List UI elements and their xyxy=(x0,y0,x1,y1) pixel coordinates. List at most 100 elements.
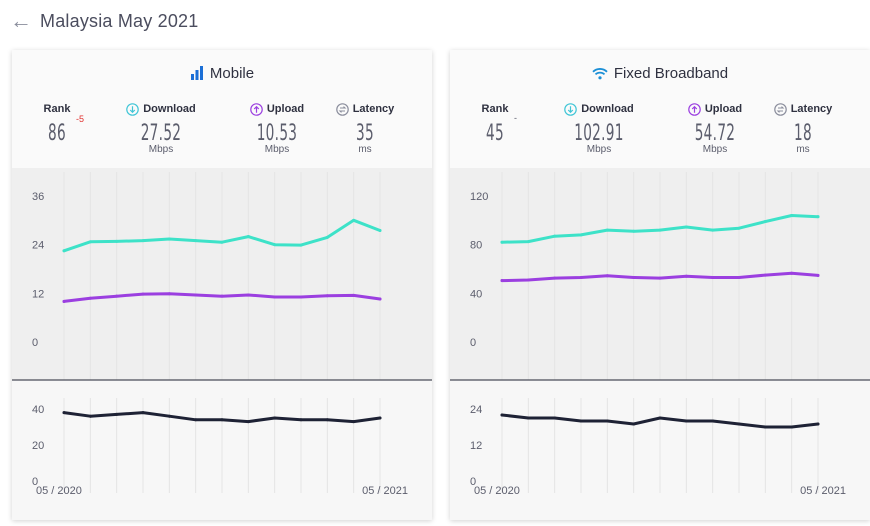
download-data-point xyxy=(115,239,119,243)
latency-data-point xyxy=(62,411,66,415)
download-data-point xyxy=(352,218,356,222)
broadband-metrics: Rank 45 - Download 102.91 Mbps xyxy=(450,102,870,162)
upload-data-point xyxy=(711,276,715,280)
latency-data-point xyxy=(88,414,92,418)
latency-label-text: Latency xyxy=(790,103,833,115)
upload-value: 10.53 xyxy=(256,121,298,146)
latency-data-point xyxy=(167,414,171,418)
mobile-chart-area: 36 24 12 0 40 20 0 05 / 2020 05 / 2021 xyxy=(12,168,432,520)
latency-data-point xyxy=(711,419,715,423)
broadband-download: Download 102.91 Mbps xyxy=(554,102,644,155)
mobile-latency-y-tick-label: 0 xyxy=(32,476,38,488)
mobile-card-title: Mobile xyxy=(12,63,432,83)
download-label: Download xyxy=(116,102,206,116)
x-tick-label-end: 05 / 2021 xyxy=(362,485,408,497)
broadband-rank: Rank 45 xyxy=(450,102,540,146)
mobile-latency: Latency 35 ms xyxy=(320,102,410,155)
upload-data-point xyxy=(816,273,820,277)
latency-data-point xyxy=(325,418,329,422)
upload-data-point xyxy=(352,293,356,297)
mobile-metrics: Rank 86 -5 Download 27.52 Mbps xyxy=(12,102,432,162)
upload-data-point xyxy=(632,276,636,280)
broadband-speed-y-tick-label: 40 xyxy=(470,288,482,300)
upload-data-point xyxy=(62,299,66,303)
upload-data-point xyxy=(115,294,119,298)
download-data-point xyxy=(167,237,171,241)
mobile-speed-y-tick-label: 36 xyxy=(32,191,44,203)
upload-data-point xyxy=(141,292,145,296)
download-data-point xyxy=(553,234,557,238)
latency-value: 35 xyxy=(356,121,374,146)
broadband-latency-y-tick-label: 12 xyxy=(470,440,482,452)
download-unit: Mbps xyxy=(586,144,612,155)
mobile-speed-y-tick-label: 12 xyxy=(32,288,44,300)
download-data-point xyxy=(500,240,504,244)
download-data-point xyxy=(711,228,715,232)
latency-data-point xyxy=(553,416,557,420)
page-header: ← Malaysia May 2021 xyxy=(10,8,198,34)
latency-unit: ms xyxy=(796,144,810,155)
upload-value: 54.72 xyxy=(694,121,736,146)
latency-data-point xyxy=(246,420,250,424)
upload-data-point xyxy=(378,297,382,301)
latency-data-point xyxy=(658,416,662,420)
download-data-point xyxy=(325,235,329,239)
download-data-point xyxy=(378,228,382,232)
upload-label: Upload xyxy=(232,102,322,116)
latency-data-point xyxy=(816,422,820,426)
download-data-point xyxy=(763,220,767,224)
rank-value: 45 xyxy=(486,121,504,146)
download-unit: Mbps xyxy=(148,144,174,155)
rank-value: 86 xyxy=(48,121,66,146)
latency-data-point xyxy=(220,418,224,422)
mobile-latency-y-tick-label: 20 xyxy=(32,440,44,452)
upload-data-point xyxy=(526,278,530,282)
download-value: 102.91 xyxy=(574,121,624,146)
broadband-latency-y-tick-label: 24 xyxy=(470,404,482,416)
download-data-point xyxy=(737,226,741,230)
upload-data-point xyxy=(605,274,609,278)
upload-data-point xyxy=(194,293,198,297)
latency-data-point xyxy=(605,419,609,423)
latency-data-point xyxy=(194,418,198,422)
rank-change-badge: - xyxy=(514,113,517,123)
mobile-speed-y-tick-label: 24 xyxy=(32,240,44,252)
mobile-card-header: Mobile Rank 86 -5 Download 27.52 Mbps xyxy=(12,50,432,168)
mobile-rank: Rank 86 xyxy=(12,102,102,146)
download-data-point xyxy=(194,239,198,243)
upload-data-point xyxy=(763,273,767,277)
upload-label: Upload xyxy=(670,102,760,116)
upload-data-point xyxy=(579,276,583,280)
back-arrow-icon[interactable]: ← xyxy=(10,8,32,33)
upload-arrow-icon xyxy=(250,102,263,116)
latency-label-text: Latency xyxy=(352,103,395,115)
download-label-text: Download xyxy=(581,103,634,115)
mobile-latency-y-tick-label: 40 xyxy=(32,404,44,416)
broadband-latency-y-tick-label: 0 xyxy=(470,476,476,488)
latency-icon xyxy=(335,102,349,116)
latency-data-point xyxy=(500,413,504,417)
latency-unit: ms xyxy=(358,144,372,155)
broadband-speed-y-tick-label: 120 xyxy=(470,191,488,203)
latency-data-point xyxy=(790,425,794,429)
upload-data-point xyxy=(88,296,92,300)
latency-data-point xyxy=(763,425,767,429)
broadband-latency: Latency 18 ms xyxy=(758,102,848,155)
latency-data-point xyxy=(737,422,741,426)
broadband-card-header: Fixed Broadband Rank 45 - Download 102.9… xyxy=(450,50,870,168)
upload-data-point xyxy=(220,294,224,298)
download-data-point xyxy=(88,240,92,244)
signal-bars-icon xyxy=(190,66,204,80)
broadband-card-title: Fixed Broadband xyxy=(450,63,870,83)
x-tick-label-start: 05 / 2020 xyxy=(36,485,82,497)
download-data-point xyxy=(62,249,66,253)
broadband-card: Fixed Broadband Rank 45 - Download 102.9… xyxy=(450,50,870,520)
download-data-point xyxy=(684,225,688,229)
latency-data-point xyxy=(526,416,530,420)
download-data-point xyxy=(526,240,530,244)
rank-label: Rank xyxy=(43,103,71,115)
download-label-text: Download xyxy=(143,103,196,115)
upload-data-point xyxy=(790,271,794,275)
